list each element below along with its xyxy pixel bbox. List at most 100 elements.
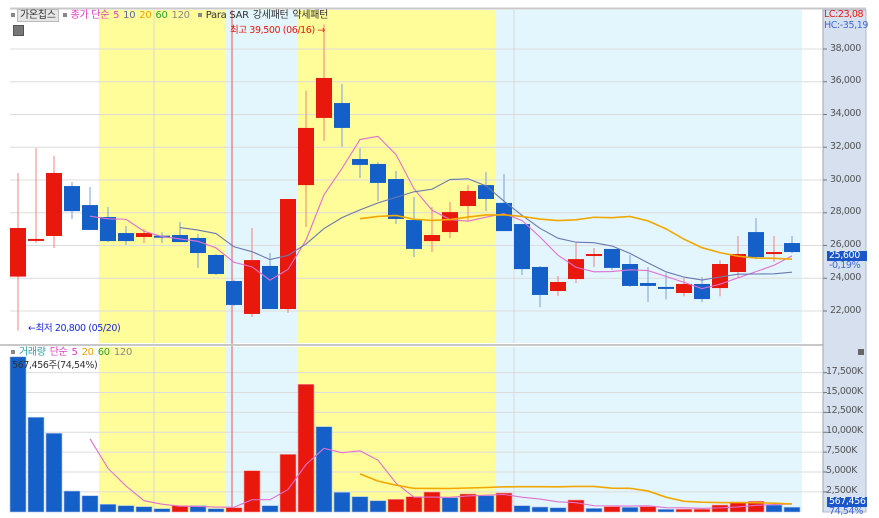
ma-period-5[interactable]: 5	[113, 10, 120, 21]
candle-up	[298, 127, 314, 186]
bull-pattern-band	[99, 347, 225, 512]
volume-bar-down	[477, 495, 495, 513]
volume-bar-up	[693, 508, 711, 513]
volume-bar-down	[783, 506, 801, 513]
volume-ma20-line	[359, 473, 793, 505]
volume-bar-down	[369, 500, 387, 513]
candle-up	[10, 227, 26, 277]
candle-down	[334, 103, 350, 128]
current-volume-badge: 567,456	[827, 496, 867, 507]
arrow-right-icon: →	[317, 25, 325, 36]
price-tick-label: 34,000	[830, 108, 861, 119]
candle-up	[712, 264, 728, 289]
volume-bar-up	[495, 492, 513, 513]
volume-bar-up	[279, 454, 297, 513]
volume-bar-down	[207, 508, 225, 513]
bear-pattern-band	[495, 347, 802, 512]
volume-tick-label: 10,000K	[826, 425, 863, 437]
candle-up	[766, 252, 782, 255]
high-label: 최고 39,500 (06/16)	[230, 25, 315, 36]
volume-bar-down	[99, 504, 117, 513]
candle-down	[352, 159, 368, 165]
volume-ma-label[interactable]: 단순	[49, 347, 68, 358]
volume-bar-down	[315, 426, 333, 513]
candle-down	[784, 243, 800, 253]
candle-up	[586, 254, 602, 257]
candle-up	[46, 172, 62, 237]
volume-bar-up	[675, 508, 693, 513]
price-ma10-line	[179, 178, 793, 281]
price-tick-label: 36,000	[830, 75, 861, 87]
volume-bar-down	[351, 496, 369, 513]
volume-bar-up	[405, 496, 423, 513]
volume-bar-down	[765, 504, 783, 513]
price-tick-label: 38,000	[830, 42, 861, 54]
ma-label[interactable]: 종가 단순	[70, 10, 110, 21]
ma-period-20[interactable]: 20	[81, 347, 94, 358]
legend-marker	[62, 13, 67, 17]
candle-up	[316, 77, 332, 118]
volume-bar-down	[621, 507, 639, 513]
volume-ma-periods: 5 20 60 120	[72, 347, 137, 358]
candle-down	[622, 264, 638, 286]
collapse-icon[interactable]	[858, 349, 864, 355]
volume-legend: 거래량 단순 5 20 60 120	[11, 347, 140, 359]
volume-label[interactable]: 거래량	[19, 347, 46, 358]
stock-name[interactable]: 가온칩스	[17, 9, 59, 22]
volume-bar-down	[27, 417, 45, 513]
low-annotation: ←최저 20,800 (05/20)	[28, 323, 121, 335]
ma-period-120[interactable]: 120	[171, 10, 190, 21]
candle-down	[388, 179, 404, 219]
candle-down	[64, 186, 80, 212]
low-label: 최저 20,800 (05/20)	[35, 323, 121, 334]
price-tick-label: 28,000	[830, 206, 861, 218]
candle-down	[496, 202, 512, 232]
price-tick-label: 24,000	[830, 271, 861, 283]
ma-period-5[interactable]: 5	[71, 347, 78, 358]
volume-bar-up	[567, 499, 585, 513]
volume-pct: 74,54%	[829, 506, 863, 517]
volume-bar-down	[117, 505, 135, 513]
volume-bar-down	[261, 505, 279, 513]
bull-pattern-label: 강세패턴	[252, 10, 289, 21]
ma-period-120[interactable]: 120	[113, 347, 133, 358]
volume-bar-down	[189, 505, 207, 513]
price-ma20-line	[359, 214, 793, 260]
volume-tick-label: 5,000K	[826, 464, 858, 476]
ma-period-60[interactable]: 60	[155, 10, 168, 21]
candle-down	[406, 219, 422, 249]
volume-bar-up	[603, 506, 621, 513]
volume-bar-down	[333, 492, 351, 513]
candle-up	[460, 190, 476, 207]
ma-periods: 5 10 20 60 120	[113, 10, 194, 21]
legend-marker	[197, 13, 202, 17]
volume-bar-down	[81, 495, 99, 513]
volume-tick-label: 12,500K	[826, 405, 863, 417]
candle-down	[370, 163, 386, 183]
volume-bar-up	[243, 470, 261, 513]
legend-marker	[11, 13, 15, 17]
ma-period-10[interactable]: 10	[123, 10, 136, 21]
settings-icon[interactable]	[13, 25, 24, 36]
ma-period-20[interactable]: 20	[139, 10, 152, 21]
candle-down	[532, 266, 548, 295]
bull-pattern-band	[99, 10, 225, 343]
indicator-label[interactable]: Para SAR	[205, 10, 249, 21]
candle-down	[262, 265, 278, 310]
axis-panel	[822, 9, 867, 513]
candle-down	[478, 185, 494, 199]
candle-down	[190, 237, 206, 254]
volume-bar-up	[639, 506, 657, 513]
volume-tick-label: 17,500K	[826, 365, 863, 377]
price-legend: 가온칩스 종가 단순 5 10 20 60 120 Para SAR 강세패턴 약세패턴	[11, 9, 332, 22]
candle-up	[550, 282, 566, 292]
volume-bar-down	[135, 506, 153, 513]
candle-down	[82, 205, 98, 230]
candle-up	[730, 254, 746, 273]
high-annotation: 최고 39,500 (06/16) →	[230, 25, 325, 37]
ma-period-60[interactable]: 60	[97, 347, 110, 358]
candle-up	[280, 198, 296, 310]
current-price-badge: 25,600	[827, 251, 867, 261]
